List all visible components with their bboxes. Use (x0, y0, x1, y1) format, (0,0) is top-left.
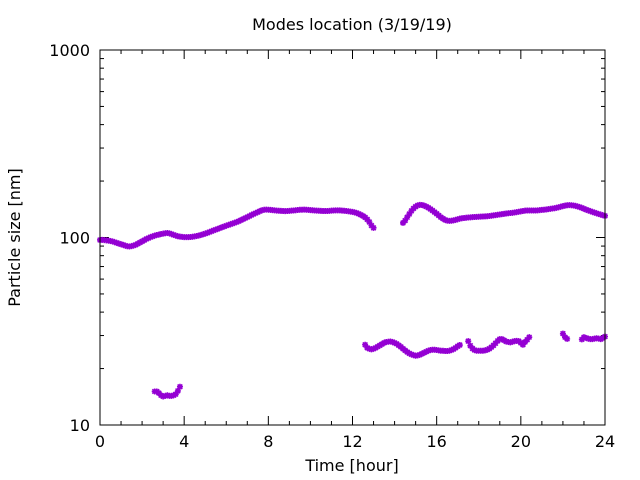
x-axis-label: Time [hour] (304, 456, 398, 475)
data-point (353, 210, 360, 217)
plot-area-frame (99, 49, 606, 426)
data-point (252, 210, 259, 217)
data-point (526, 334, 533, 341)
y-tick-label: 100 (59, 229, 90, 248)
data-point (524, 336, 531, 343)
data-point (583, 206, 590, 213)
data-point (456, 342, 463, 349)
data-point (204, 229, 211, 236)
data-point (233, 218, 240, 225)
data-point (465, 338, 472, 345)
y-tick-label: 1000 (49, 41, 90, 60)
data-point (564, 335, 571, 342)
data-point (448, 347, 455, 354)
chart-title: Modes location (3/19/19) (252, 15, 452, 34)
data-point (206, 229, 213, 236)
data-point (406, 211, 413, 218)
data-point (212, 226, 219, 233)
x-tick-label: 4 (179, 432, 189, 451)
x-tick-label: 12 (342, 432, 362, 451)
data-point (580, 205, 587, 212)
x-tick-label: 16 (426, 432, 446, 451)
data-point (143, 235, 150, 242)
data-point (366, 219, 373, 226)
data-point (391, 339, 398, 346)
data-point (130, 242, 137, 249)
x-tick-label: 24 (595, 432, 615, 451)
data-point (370, 345, 377, 352)
data-point (214, 225, 221, 232)
data-point (580, 334, 587, 341)
x-tick-label: 0 (95, 432, 105, 451)
data-point (578, 204, 585, 211)
data-point (467, 342, 474, 349)
data-point (364, 344, 371, 351)
data-points (97, 201, 608, 400)
data-point (208, 228, 215, 235)
x-tick-label: 20 (511, 432, 531, 451)
data-point (519, 341, 526, 348)
data-point (559, 330, 566, 337)
data-point (362, 341, 369, 348)
data-point (174, 387, 181, 394)
data-point (421, 202, 428, 209)
axis-ticks: 0 4 8 12 16 20 24 10 100 1000 (49, 41, 615, 451)
data-point (402, 217, 409, 224)
data-point (370, 224, 377, 231)
data-point (256, 208, 263, 215)
data-point (364, 216, 371, 223)
data-point (404, 214, 411, 221)
data-point (176, 383, 183, 390)
data-point (250, 211, 257, 218)
data-point (381, 339, 388, 346)
y-axis-label: Particle size [nm] (5, 168, 24, 307)
x-tick-label: 8 (263, 432, 273, 451)
data-point (254, 209, 261, 216)
data-point (389, 339, 396, 346)
data-point (172, 391, 179, 398)
y-tick-label: 10 (70, 416, 90, 435)
data-point (484, 346, 491, 353)
